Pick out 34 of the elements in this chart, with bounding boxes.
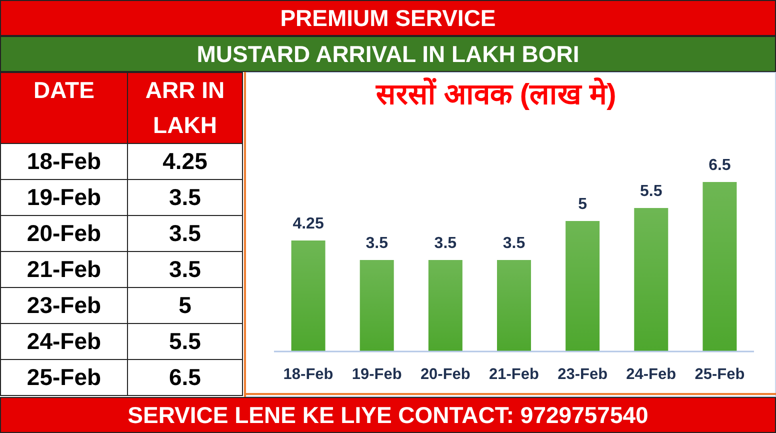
footer: SERVICE LENE KE LIYE CONTACT: 9729757540 <box>0 397 776 433</box>
data-label: 3.5 <box>169 255 201 284</box>
category-label: 21-Feb <box>26 255 102 284</box>
data-label: 3.5 <box>366 235 388 252</box>
data-label: 5.5 <box>640 183 662 200</box>
x-tick-label: 19-Feb <box>352 366 402 383</box>
x-tick-label: 24-Feb <box>626 366 676 383</box>
data-label: 3.5 <box>169 219 201 248</box>
data-label: 4.25 <box>162 147 208 176</box>
x-tick-label: 20-Feb <box>420 366 470 383</box>
category-label: 23-Feb <box>26 291 102 320</box>
x-tick-label: 18-Feb <box>283 366 334 383</box>
category-label: 20-Feb <box>26 219 102 248</box>
category-label: 18-Feb <box>26 147 102 176</box>
data-label: 4.25 <box>292 216 324 232</box>
x-tick-label: 25-Feb <box>694 366 745 383</box>
data-label: 5 <box>178 291 192 320</box>
ylabel: ARR IN LAKH <box>128 72 242 144</box>
xlabel: DATE <box>0 72 128 144</box>
x-tick-label: 21-Feb <box>489 366 539 383</box>
data-label: 3.5 <box>434 235 457 252</box>
data-label: 6.5 <box>169 363 201 392</box>
data-label: 6.5 <box>708 157 731 174</box>
category-label: 25-Feb <box>26 363 102 392</box>
data-label: 3.5 <box>169 183 201 212</box>
subtitle: MUSTARD ARRIVAL IN LAKH BORI <box>0 36 776 72</box>
category-label: 24-Feb <box>26 327 102 356</box>
category-label: 19-Feb <box>26 183 102 212</box>
data-label: 5 <box>578 196 588 213</box>
data-label: 5.5 <box>169 327 201 356</box>
header: PREMIUM SERVICE <box>0 0 776 36</box>
chart-title: सरसों आवक (लाख मे) <box>376 79 616 111</box>
data-label: 3.5 <box>502 235 526 252</box>
x-tick-label: 23-Feb <box>558 366 608 383</box>
